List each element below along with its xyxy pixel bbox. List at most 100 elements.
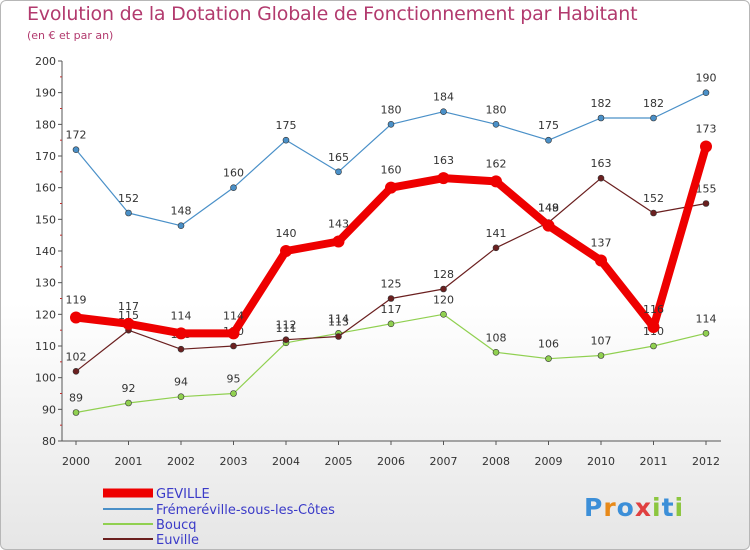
x-tick-label: 2011: [640, 455, 668, 468]
data-point: [387, 121, 395, 128]
series-lines: 172 152 148 160 175 165 180 184 180 175 182 182 190 8…: [66, 72, 717, 416]
data-label: 114: [328, 312, 349, 325]
data-point: [230, 342, 237, 350]
data-label: 182: [591, 97, 612, 110]
logo-letter: x: [634, 493, 652, 522]
data-label: 125: [381, 278, 402, 291]
data-point: [702, 200, 710, 207]
data-point: [595, 254, 607, 267]
data-point: [280, 245, 292, 257]
data-label: 113: [328, 316, 349, 329]
data-label: 155: [696, 183, 717, 196]
logo-letter: P: [584, 493, 604, 522]
data-point: [177, 345, 185, 353]
y-tick-label: 190: [35, 87, 56, 100]
logo-letter: r: [603, 493, 617, 522]
data-label: 117: [118, 300, 139, 313]
y-tick-label: 170: [35, 150, 56, 163]
x-tick-label: 2006: [377, 455, 405, 468]
logo-letter: i: [674, 493, 685, 522]
data-label: 107: [591, 335, 612, 348]
data-point: [177, 222, 185, 229]
proxiti-logo: Proxiti: [584, 493, 684, 522]
data-point: [125, 209, 132, 217]
data-point: [335, 333, 342, 340]
data-label: 180: [486, 103, 507, 116]
data-point: [597, 114, 605, 122]
data-label: 95: [227, 373, 241, 386]
data-point: [282, 336, 290, 343]
x-tick-label: 2007: [430, 455, 458, 468]
data-label: 180: [381, 103, 402, 116]
y-tick-label: 140: [35, 245, 56, 258]
data-label: 152: [643, 192, 664, 205]
data-label: 163: [433, 154, 454, 167]
data-point: [335, 168, 342, 176]
legend-label: GEVILLE: [156, 487, 210, 502]
data-label: 143: [328, 218, 349, 231]
data-label: 116: [643, 303, 664, 316]
legend-label: Boucq: [156, 518, 197, 533]
data-point: [545, 136, 552, 144]
data-label: 119: [66, 294, 87, 307]
y-tick-label: 160: [35, 182, 56, 195]
logo-letter: t: [661, 493, 675, 522]
axes: 80 90 100 110 120 130 140 150 160 170 180 190 200 200…: [35, 55, 721, 468]
data-label: 137: [591, 237, 612, 250]
data-label: 115: [118, 309, 139, 322]
data-point: [122, 317, 135, 330]
y-tick-label: 150: [35, 213, 56, 226]
data-point: [125, 399, 132, 407]
data-label: 190: [696, 72, 717, 85]
data-label: 106: [538, 338, 559, 351]
data-label: 114: [223, 309, 244, 322]
chart-subtitle: (en € et par an): [27, 29, 114, 42]
y-tick-label: 110: [35, 340, 56, 353]
legend: GEVILLEFrémeréville-sous-les-CôtesBoucqE…: [103, 487, 335, 548]
data-label: 108: [486, 331, 507, 344]
data-label: 120: [433, 293, 454, 306]
data-point: [70, 311, 82, 324]
data-point: [702, 89, 710, 96]
data-label: 117: [381, 303, 402, 316]
data-point: [597, 174, 605, 182]
data-point: [492, 121, 500, 128]
y-tick-label: 180: [35, 118, 56, 131]
data-point: [437, 172, 450, 185]
y-tick-label: 80: [42, 435, 56, 448]
data-point: [492, 349, 500, 356]
data-label: 111: [276, 322, 297, 335]
data-label: 112: [276, 319, 297, 332]
data-point: [72, 409, 80, 416]
x-tick-label: 2008: [482, 455, 510, 468]
y-tick-label: 200: [35, 55, 56, 68]
data-label: 149: [538, 202, 559, 215]
data-point: [282, 136, 290, 144]
data-label: 184: [433, 91, 454, 104]
series-boucq: 89929495111114117120108106107110114: [69, 293, 717, 416]
data-point: [440, 108, 447, 115]
series-fr-mer-ville-sous-les-c-tes: 172 152 148 160 175 165 180 184 180 175 182 182 190: [66, 72, 717, 229]
data-label: 148: [171, 205, 192, 218]
x-tick-label: 2005: [325, 455, 353, 468]
data-point: [387, 295, 395, 302]
y-tick-label: 90: [42, 403, 56, 416]
x-tick-label: 2001: [115, 455, 143, 468]
x-tick-label: 2000: [62, 455, 90, 468]
data-point: [700, 140, 712, 153]
x-tick-label: 2004: [272, 455, 300, 468]
data-point: [492, 244, 500, 252]
data-point: [72, 146, 80, 153]
chart-title: Evolution de la Dotation Globale de Fonc…: [27, 3, 638, 25]
data-point: [440, 311, 447, 318]
x-tick-label: 2002: [167, 455, 195, 468]
data-label: 92: [122, 382, 136, 395]
data-label: 89: [69, 392, 83, 405]
data-label: 175: [276, 119, 297, 132]
data-point: [647, 321, 660, 333]
data-point: [650, 114, 657, 122]
data-point: [545, 355, 552, 362]
data-point: [650, 209, 657, 217]
